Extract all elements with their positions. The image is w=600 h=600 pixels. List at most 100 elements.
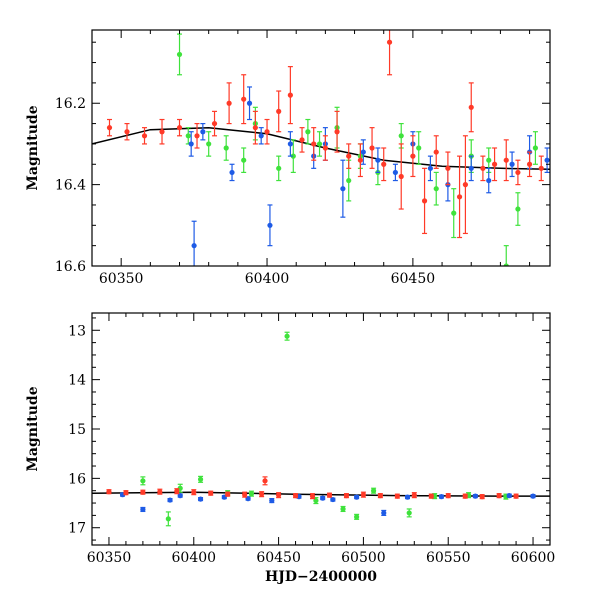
blue-data-point <box>427 155 433 182</box>
red-data-point <box>513 493 519 499</box>
y-axis-label: Magnitude <box>25 105 41 190</box>
blue-data-point <box>506 493 512 499</box>
red-data-point <box>398 143 404 210</box>
red-data-point <box>428 493 434 499</box>
red-data-point <box>538 155 544 182</box>
red-data-point <box>503 139 509 182</box>
blue-data-point <box>381 509 387 516</box>
x-tick-label: 60350 <box>87 550 132 566</box>
green-data-point <box>223 135 229 161</box>
red-data-point <box>124 122 130 141</box>
blue-data-point <box>509 151 515 178</box>
green-data-point <box>354 513 360 520</box>
top-light-curve-panel: 60350 60400 60450 16.2 16.4 16.6 Magnitude <box>25 29 551 287</box>
red-data-point <box>421 167 428 235</box>
green-data-point <box>316 131 323 157</box>
blue-data-point <box>267 204 273 247</box>
x-tick-label: 60350 <box>99 271 144 287</box>
red-data-point <box>106 489 112 495</box>
y-tick-label: 16.6 <box>55 259 86 275</box>
blue-data-point <box>354 494 360 500</box>
y-tick-label: 17 <box>68 521 86 537</box>
green-data-point <box>197 475 204 483</box>
y-tick-label: 15 <box>68 422 86 438</box>
green-data-point <box>290 139 296 174</box>
blue-data-point <box>340 159 346 218</box>
red-data-point <box>343 493 350 499</box>
red-data-point <box>208 490 214 496</box>
red-data-point <box>259 491 265 498</box>
blue-data-point <box>360 139 366 165</box>
red-data-point <box>211 110 218 137</box>
blue-data-point <box>258 127 264 145</box>
red-data-point <box>445 493 451 499</box>
y-tick-label: 16 <box>68 471 86 487</box>
y-axis-label: Magnitude <box>25 386 41 471</box>
red-data-point <box>262 476 268 486</box>
blue-data-point <box>392 163 398 182</box>
green-data-point <box>416 131 422 165</box>
red-data-point <box>157 488 163 495</box>
x-tick-label: 60400 <box>245 271 290 287</box>
red-data-point <box>526 151 533 178</box>
bottom-light-curve-panel: 60350 60400 60450 60500 60550 60600 13 14 15 16 17… <box>25 312 556 585</box>
red-data-point <box>357 143 363 178</box>
plot-area <box>92 331 550 527</box>
green-data-point <box>515 192 521 226</box>
red-data-point <box>226 82 232 125</box>
blue-data-point <box>197 496 204 502</box>
blue-data-point <box>404 494 411 500</box>
y-tick-label: 14 <box>68 373 86 389</box>
blue-data-point <box>486 167 492 194</box>
green-data-point <box>284 331 290 341</box>
green-data-point <box>503 493 509 500</box>
red-data-point <box>445 151 451 186</box>
red-data-point <box>386 30 393 76</box>
x-tick-label: 60450 <box>256 550 301 566</box>
x-tick-label: 60400 <box>172 550 217 566</box>
red-data-point <box>264 118 270 145</box>
red-data-point <box>311 127 317 161</box>
red-data-point <box>106 118 113 137</box>
red-data-point <box>309 493 316 500</box>
red-data-point <box>299 127 305 153</box>
x-tick-label: 60450 <box>391 271 436 287</box>
red-data-point <box>410 135 416 178</box>
red-data-point <box>377 493 383 499</box>
red-data-point <box>123 490 129 496</box>
blue-data-point <box>188 131 194 157</box>
blue-data-point <box>530 493 536 499</box>
red-data-point <box>287 66 293 125</box>
red-data-point <box>381 147 387 182</box>
red-data-point <box>394 493 400 499</box>
red-data-point <box>141 127 148 145</box>
green-data-point <box>451 188 457 239</box>
y-tick-label: 13 <box>68 323 86 339</box>
blue-data-point <box>140 506 146 513</box>
red-data-point <box>225 491 231 497</box>
blue-data-point <box>468 155 474 182</box>
red-data-point <box>411 492 417 499</box>
red-data-point <box>140 489 146 495</box>
red-data-point <box>276 90 282 133</box>
red-data-point <box>326 492 333 498</box>
blue-data-point <box>269 497 275 504</box>
x-tick-label: 60550 <box>426 550 471 566</box>
green-data-point <box>165 511 171 527</box>
x-tick-label: 60600 <box>511 550 556 566</box>
blue-data-point <box>191 220 197 266</box>
green-data-point <box>340 505 346 513</box>
red-data-point <box>176 118 183 137</box>
blue-data-point <box>200 122 206 141</box>
red-data-point <box>346 143 352 169</box>
axes-frame <box>91 312 551 546</box>
red-data-point <box>252 110 258 145</box>
green-data-point <box>276 155 282 182</box>
red-data-point <box>433 135 439 169</box>
red-data-point <box>456 155 463 239</box>
green-data-point <box>176 33 183 76</box>
green-data-point <box>241 147 247 174</box>
axes-frame <box>91 29 551 267</box>
red-data-point <box>480 155 486 182</box>
blue-data-point <box>375 147 381 174</box>
